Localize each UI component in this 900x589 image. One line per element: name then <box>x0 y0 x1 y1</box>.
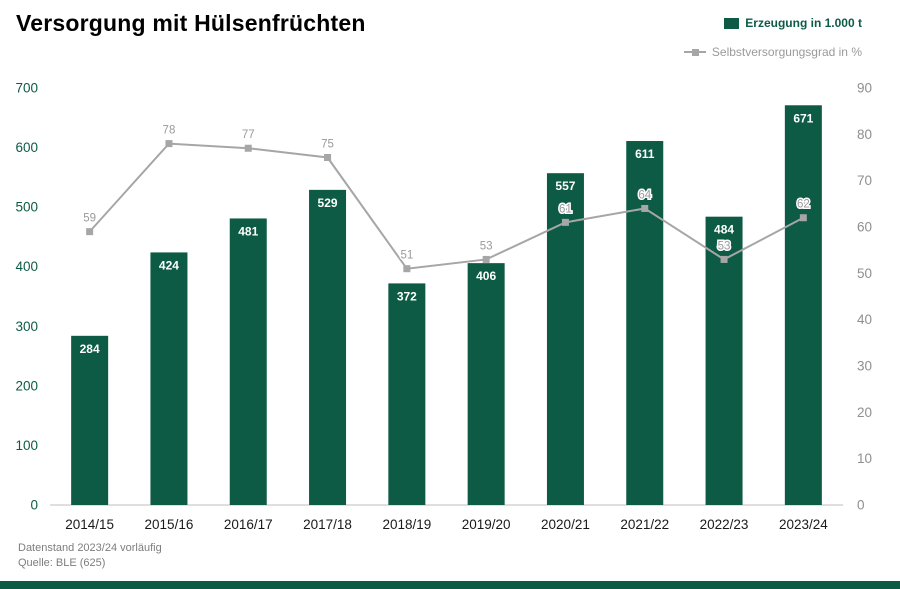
x-axis-category-label: 2015/16 <box>145 517 194 532</box>
y-axis-right-tick-label: 40 <box>857 312 872 327</box>
line-point-marker <box>482 255 490 263</box>
line-point-marker <box>403 265 411 273</box>
line-point-marker <box>86 228 94 236</box>
y-axis-left-tick-label: 400 <box>15 259 38 274</box>
bar <box>388 283 426 505</box>
y-axis-right-tick-label: 30 <box>857 359 872 374</box>
y-axis-left-tick-label: 100 <box>15 438 38 453</box>
bar <box>309 189 347 506</box>
footer-line-quelle: Quelle: BLE (625) <box>18 557 106 570</box>
bar-value-label: 424 <box>159 258 179 272</box>
y-axis-left-tick-label: 500 <box>15 200 38 215</box>
bar-value-label: 611 <box>635 147 655 161</box>
y-axis-left-tick-label: 700 <box>15 81 38 96</box>
line-point-marker <box>641 204 649 212</box>
line-point-label: 53 <box>480 240 493 252</box>
y-axis-right-tick-label: 90 <box>857 81 872 96</box>
y-axis-left-tick-label: 200 <box>15 378 38 393</box>
bar-value-label: 557 <box>555 179 575 193</box>
bar-value-label: 284 <box>80 342 100 356</box>
x-axis-category-label: 2014/15 <box>65 517 114 532</box>
y-axis-right-tick-label: 50 <box>857 266 872 281</box>
bar <box>71 335 109 505</box>
legend-bar-swatch-icon <box>724 17 740 29</box>
legend-bar-label: Erzeugung in 1.000 t <box>745 16 862 30</box>
legend-item-erzeugung: Erzeugung in 1.000 t <box>724 16 862 30</box>
line-point-label: 64 <box>638 189 651 201</box>
line-point-marker <box>324 154 332 161</box>
y-axis-right-tick-label: 20 <box>857 405 872 420</box>
footer-note: Datenstand 2023/24 vorläufig Quelle: BLE… <box>18 541 162 571</box>
bar <box>229 218 267 505</box>
y-axis-right-tick-label: 70 <box>857 173 872 188</box>
footer-line-datenstand: Datenstand 2023/24 vorläufig <box>18 542 162 555</box>
bar-value-label: 406 <box>476 269 496 283</box>
line-point-label: 75 <box>321 139 334 151</box>
line-point-label: 78 <box>163 125 176 137</box>
bar <box>626 141 664 506</box>
selbstversorgungsgrad-line <box>88 142 804 270</box>
page-title: Versorgung mit Hülsenfrüchten <box>16 10 366 36</box>
legend: Erzeugung in 1.000 t Selbstversorgungsgr… <box>683 16 862 59</box>
x-axis-category-label: 2020/21 <box>541 517 590 532</box>
bar-value-label: 671 <box>793 111 813 125</box>
y-axis-left-tick-label: 300 <box>15 319 38 334</box>
y-axis-right-tick-label: 10 <box>857 451 872 466</box>
line-point-label: 51 <box>400 250 413 262</box>
x-axis-category-label: 2023/24 <box>779 517 828 532</box>
bar-value-label: 481 <box>238 224 258 238</box>
legend-line-swatch-icon <box>683 48 706 56</box>
line-point-label: 77 <box>242 129 255 141</box>
x-axis-category-label: 2019/20 <box>462 517 511 532</box>
line-point-marker <box>244 144 252 152</box>
x-axis-category-label: 2018/19 <box>382 517 431 532</box>
bar <box>784 105 822 506</box>
line-point-label: 59 <box>83 213 96 225</box>
y-axis-right-tick-label: 60 <box>857 220 872 235</box>
bar-value-label: 529 <box>318 196 338 210</box>
x-axis-category-label: 2022/23 <box>700 517 749 532</box>
y-axis-left-tick-label: 0 <box>30 498 38 513</box>
bottom-accent-bar <box>0 581 900 589</box>
line-point-marker <box>799 214 807 222</box>
y-axis-right-tick-label: 80 <box>857 127 872 142</box>
line-point-marker <box>561 218 569 226</box>
y-axis-left-tick-label: 600 <box>15 140 38 155</box>
x-axis-category-label: 2021/22 <box>620 517 669 532</box>
y-axis-right-tick-label: 0 <box>857 498 865 513</box>
x-axis-category-label: 2017/18 <box>303 517 352 532</box>
line-point-label: 62 <box>797 199 810 211</box>
line-point-label: 53 <box>718 240 731 252</box>
bar <box>467 263 505 505</box>
bar <box>705 216 743 505</box>
line-point-label: 61 <box>559 203 572 215</box>
bar-value-label: 484 <box>714 223 734 237</box>
line-point-marker <box>720 255 728 263</box>
bar-value-label: 372 <box>397 289 417 303</box>
bar <box>150 252 188 505</box>
legend-line-label: Selbstversorgungsgrad in % <box>711 45 862 59</box>
legend-item-selbstversorgungsgrad: Selbstversorgungsgrad in % <box>683 45 862 59</box>
x-axis-category-label: 2016/17 <box>224 517 273 532</box>
line-point-marker <box>165 140 173 148</box>
